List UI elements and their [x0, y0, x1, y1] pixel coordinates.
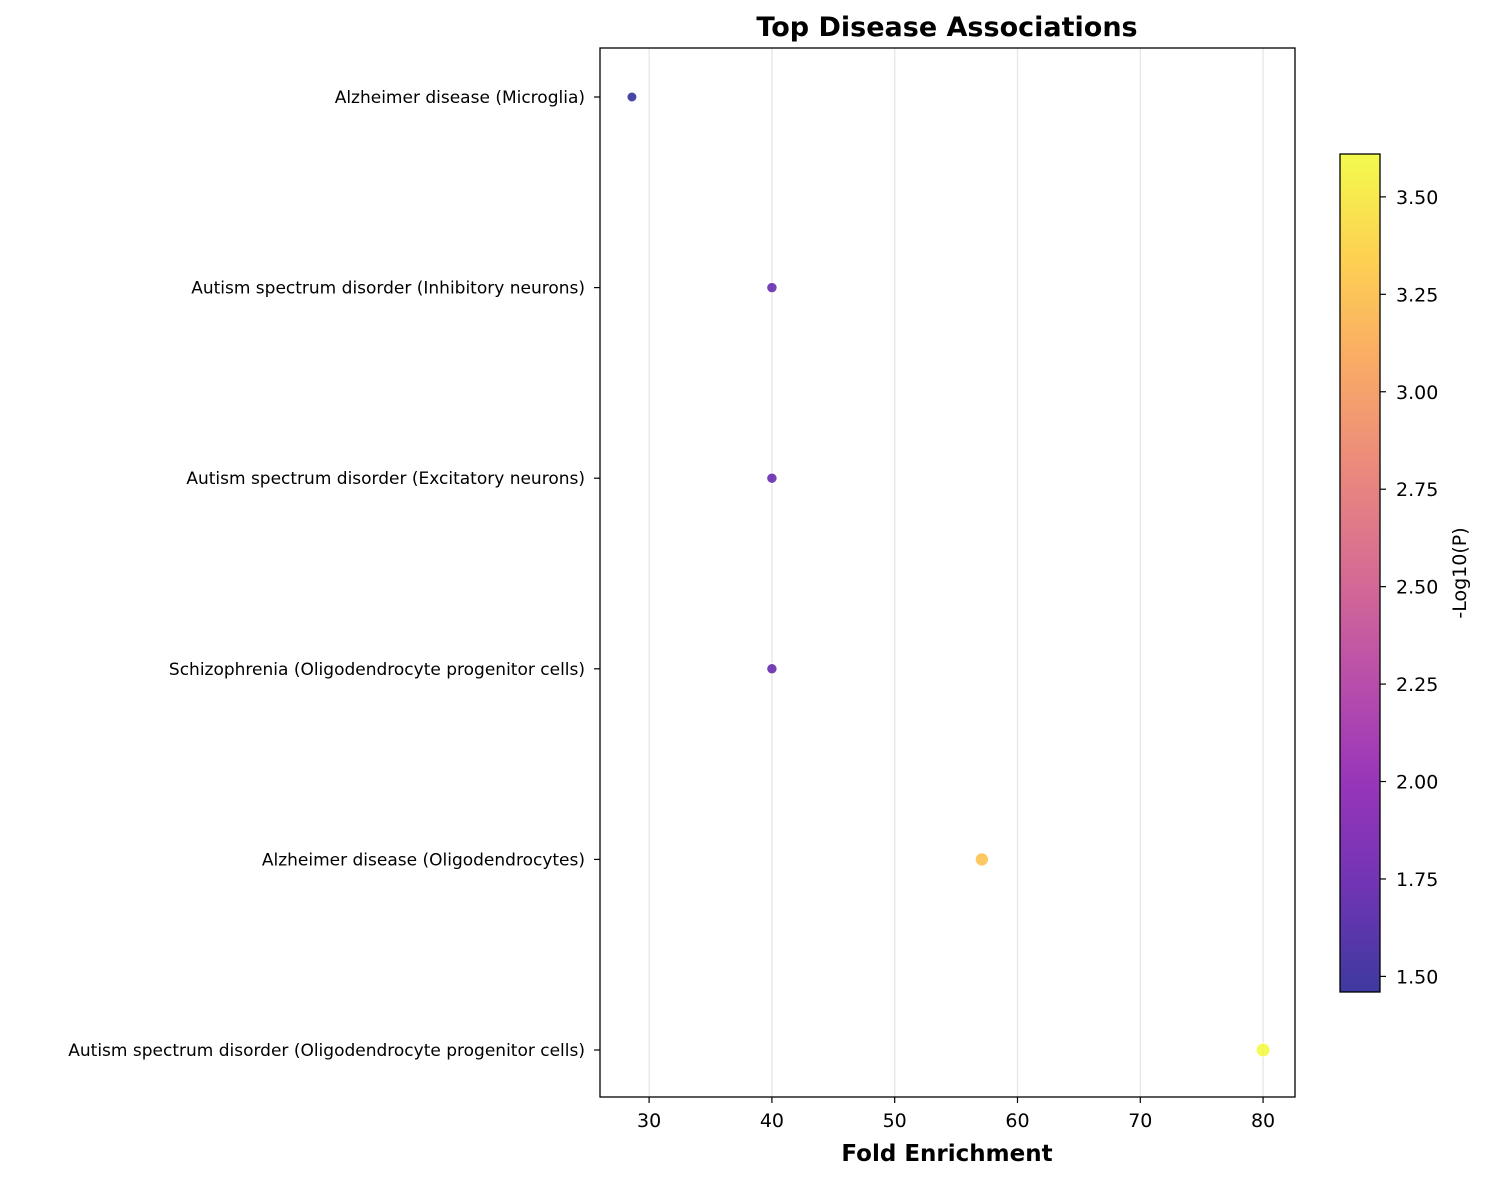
x-gridlines	[648, 48, 1264, 1097]
colorbar-ticks: 1.50 1.75 2.00 2.25 2.50 2.75 3.00 3.25 3.50	[1380, 187, 1438, 988]
data-point	[766, 281, 778, 294]
y-tick-label: Autism spectrum disorder (Excitatory neu…	[186, 469, 585, 489]
x-axis-ticks: 30 40 50 60 70 80	[637, 1097, 1275, 1132]
x-tick-label: 40	[760, 1110, 784, 1132]
y-tick-label: Autism spectrum disorder (Oligodendrocyt…	[68, 1041, 585, 1061]
y-axis-ticks: Alzheimer disease (Microglia) Autism spec…	[68, 88, 600, 1061]
data-point	[766, 663, 778, 675]
colorbar-tick-label: 2.00	[1396, 772, 1438, 794]
chart-title: Top Disease Associations	[756, 12, 1137, 43]
data-point	[974, 852, 990, 867]
data-points	[626, 91, 1271, 1058]
x-tick-label: 30	[637, 1110, 661, 1132]
data-point	[766, 472, 778, 484]
x-tick-label: 80	[1251, 1110, 1275, 1132]
colorbar-tick-label: 3.50	[1396, 187, 1438, 209]
colorbar-tick-label: 1.75	[1396, 869, 1438, 891]
data-point	[1255, 1042, 1271, 1058]
colorbar-tick-label: 2.50	[1396, 577, 1438, 599]
x-tick-label: 50	[883, 1110, 907, 1132]
colorbar-tick-label: 2.25	[1396, 674, 1438, 696]
colorbar-frame	[1339, 153, 1381, 993]
colorbar-tick-label: 1.50	[1396, 966, 1438, 988]
data-point	[626, 91, 638, 103]
y-tick-label: Alzheimer disease (Oligodendrocytes)	[262, 850, 585, 870]
x-tick-label: 60	[1005, 1110, 1029, 1132]
colorbar-gradient	[1340, 154, 1380, 992]
colorbar-tick-label: 3.25	[1396, 284, 1438, 306]
colorbar-tick-label: 2.75	[1396, 479, 1438, 501]
x-axis-label: Fold Enrichment	[841, 1141, 1052, 1167]
y-tick-label: Alzheimer disease (Microglia)	[335, 88, 585, 108]
colorbar-label: -Log10(P)	[1449, 527, 1471, 618]
y-tick-label: Schizophrenia (Oligodendrocyte progenito…	[169, 660, 585, 680]
y-tick-label: Autism spectrum disorder (Inhibitory neu…	[191, 279, 585, 299]
colorbar-tick-label: 3.00	[1396, 382, 1438, 404]
plot-frame	[599, 47, 1296, 1098]
x-tick-label: 70	[1128, 1110, 1152, 1132]
